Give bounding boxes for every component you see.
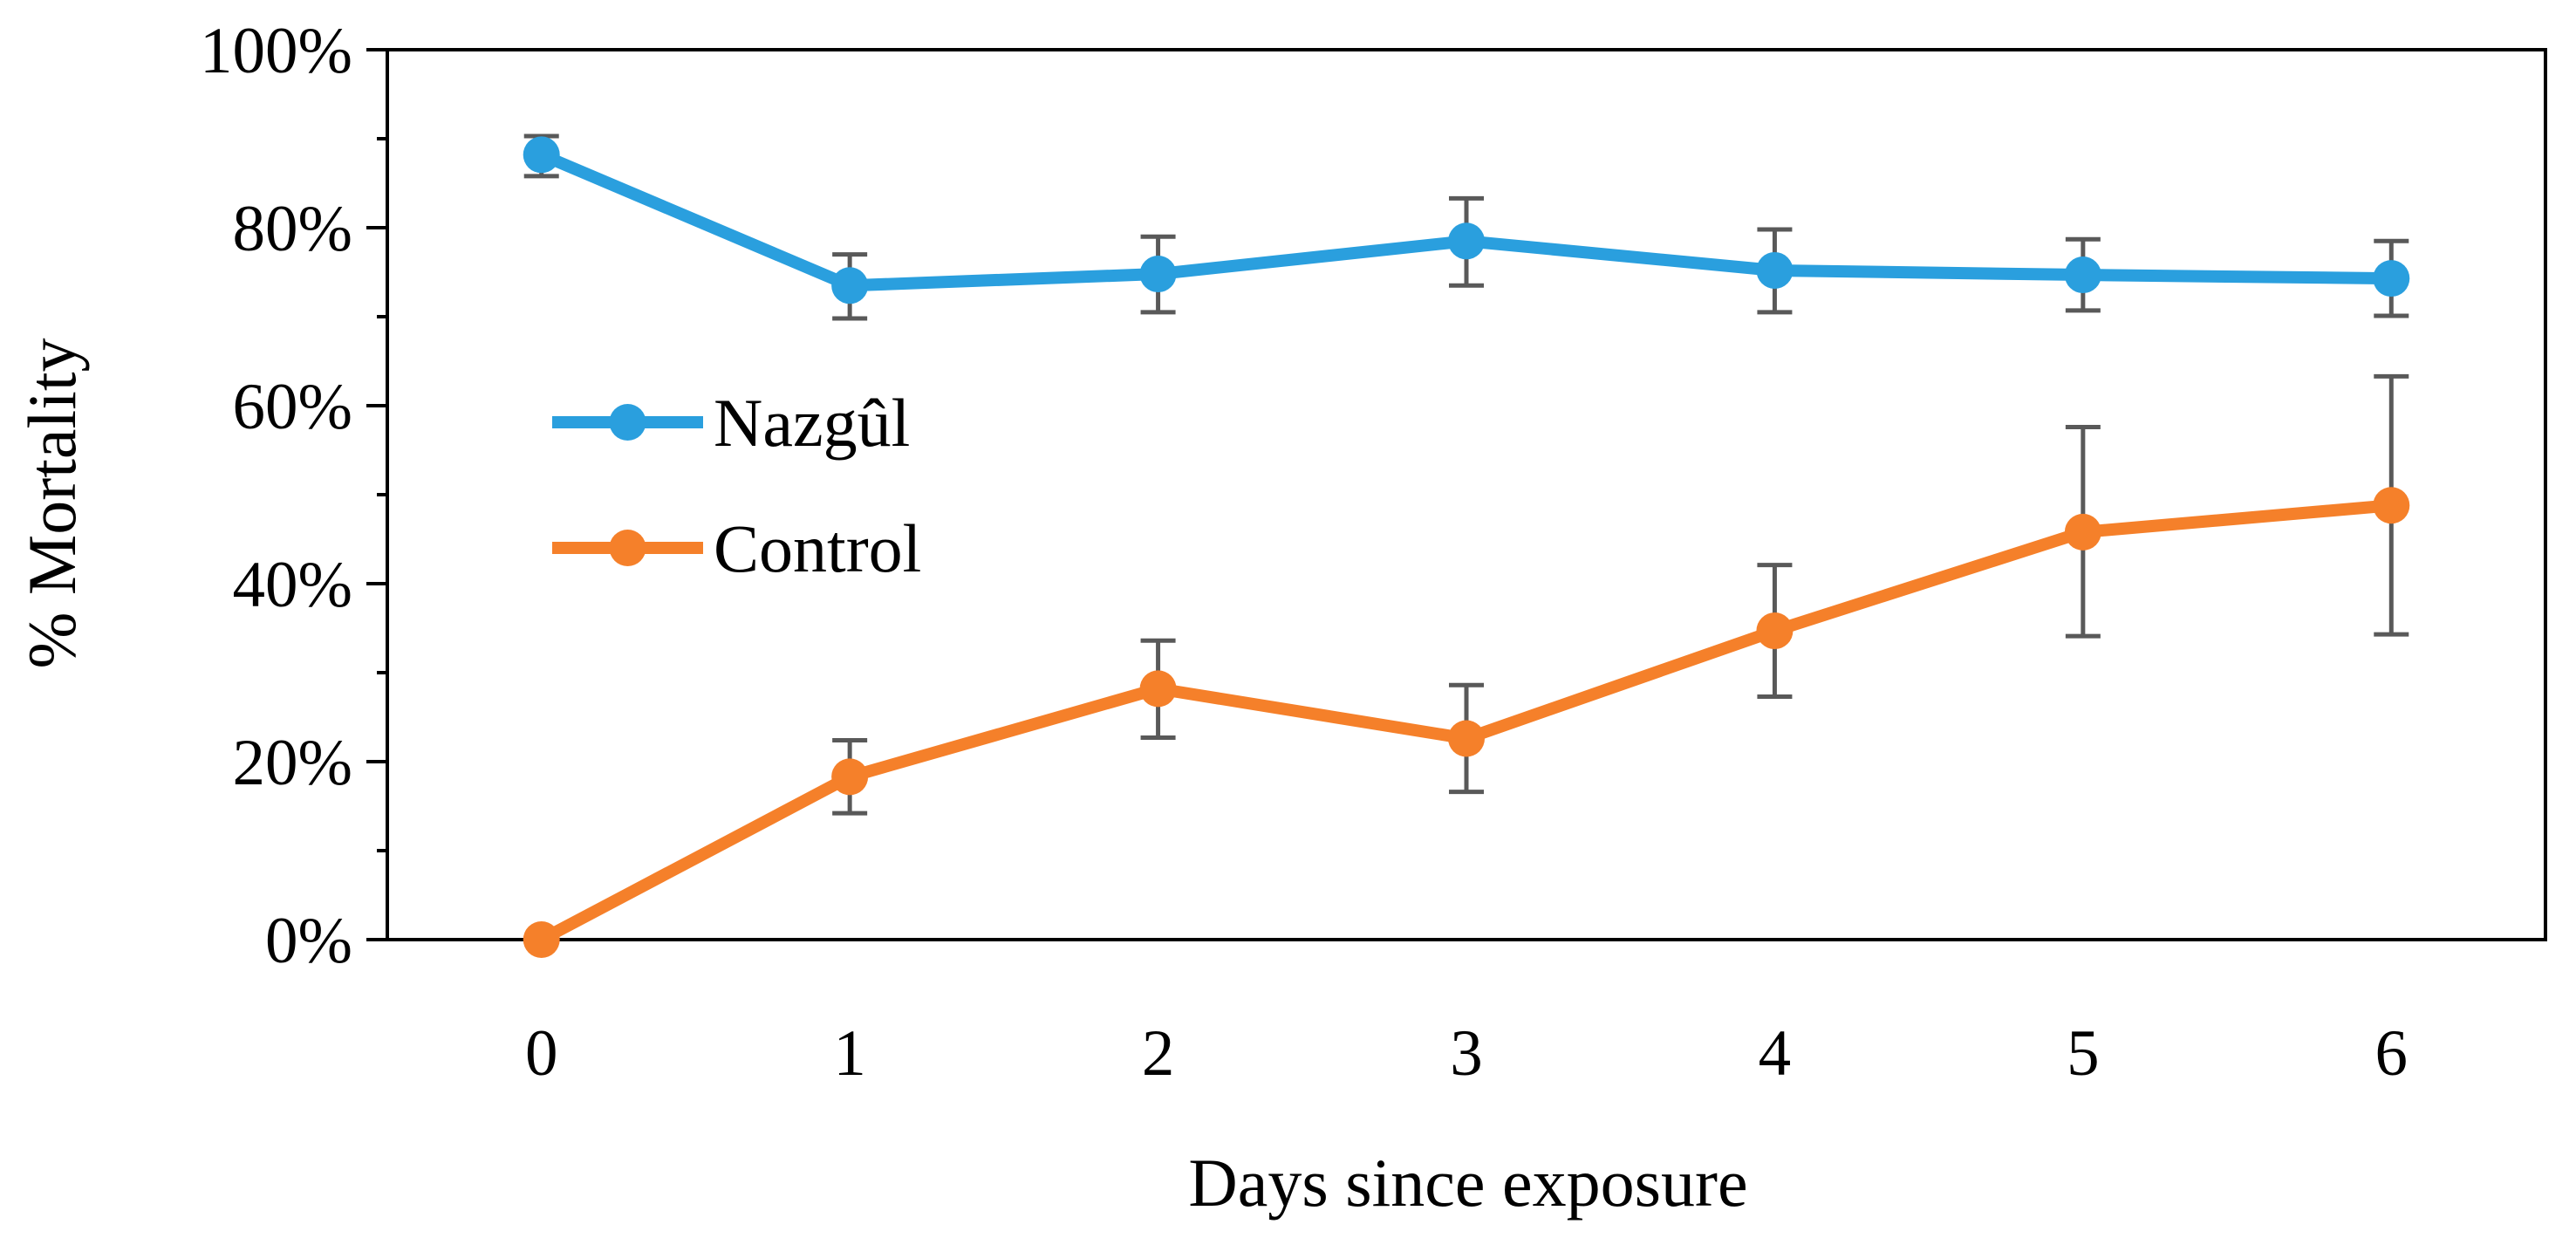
- y-tick-label: 0%: [265, 905, 352, 977]
- data-point: [523, 921, 560, 958]
- data-point: [1139, 670, 1177, 708]
- x-tick-label: 5: [2067, 1017, 2100, 1090]
- y-axis-title: % Mortality: [14, 338, 90, 668]
- data-point: [1756, 612, 1794, 650]
- plot-frame: [386, 48, 2547, 941]
- data-point: [1448, 720, 1485, 757]
- y-tick-label: 60%: [233, 371, 352, 443]
- x-tick-label: 0: [525, 1017, 558, 1090]
- legend: Nazgûl Control: [552, 385, 921, 586]
- x-tick-label: 1: [833, 1017, 866, 1090]
- series-points: [523, 136, 2410, 958]
- x-tick-label: 6: [2375, 1017, 2409, 1090]
- x-tick-label: 2: [1142, 1017, 1175, 1090]
- axes: [386, 48, 2547, 941]
- data-point: [2373, 260, 2410, 298]
- data-point: [1756, 251, 1794, 289]
- x-tick-label: 3: [1450, 1017, 1483, 1090]
- data-point: [831, 267, 869, 304]
- x-axis-ticks: 0 1 2 3 4 5 6: [525, 1017, 2408, 1090]
- legend-label: Nazgûl: [714, 385, 910, 461]
- y-tick-label: 100%: [200, 15, 352, 87]
- data-point: [831, 758, 869, 796]
- data-point: [2373, 487, 2410, 524]
- data-point: [1139, 256, 1177, 293]
- data-point: [2064, 513, 2101, 551]
- data-point: [1448, 222, 1485, 260]
- x-tick-label: 4: [1759, 1017, 1792, 1090]
- x-axis-title: Days since exposure: [1188, 1145, 1747, 1221]
- legend-swatch-marker: [609, 530, 646, 566]
- data-point: [523, 136, 560, 174]
- y-tick-label: 40%: [233, 549, 352, 621]
- y-tick-label: 20%: [233, 727, 352, 799]
- legend-swatch-marker: [609, 404, 646, 441]
- legend-label: Control: [714, 510, 921, 586]
- y-tick-label: 80%: [233, 193, 352, 265]
- y-axis-ticks: 0% 20% 40% 60% 80% 100%: [200, 15, 387, 977]
- data-point: [2064, 256, 2101, 294]
